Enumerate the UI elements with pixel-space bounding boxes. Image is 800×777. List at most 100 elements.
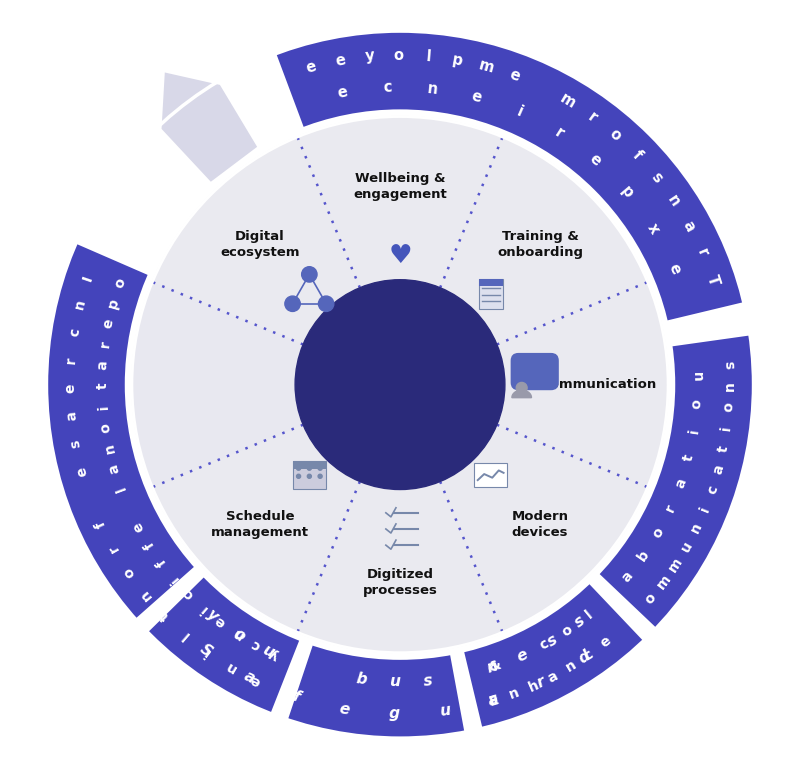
- Text: Modern
devices: Modern devices: [512, 510, 569, 539]
- Text: l: l: [582, 608, 595, 622]
- Text: i: i: [698, 504, 713, 514]
- Text: c: c: [581, 647, 596, 663]
- Polygon shape: [258, 50, 306, 138]
- Text: f: f: [290, 689, 301, 706]
- Text: y: y: [204, 607, 221, 625]
- Text: Schedule
management: Schedule management: [211, 510, 309, 539]
- Text: n: n: [426, 81, 438, 97]
- Text: x: x: [645, 221, 662, 237]
- Text: a: a: [673, 476, 689, 490]
- Text: b: b: [635, 547, 652, 563]
- Text: ♥: ♥: [388, 243, 412, 270]
- Text: i: i: [719, 425, 734, 431]
- Text: a: a: [618, 569, 636, 585]
- FancyBboxPatch shape: [293, 461, 326, 490]
- Text: Digitized
processes: Digitized processes: [362, 568, 438, 598]
- Text: o: o: [112, 276, 129, 290]
- Text: n: n: [72, 298, 88, 311]
- Circle shape: [302, 267, 317, 282]
- Text: i: i: [201, 645, 213, 659]
- Text: p: p: [618, 183, 636, 201]
- Circle shape: [42, 27, 758, 742]
- Text: l: l: [425, 49, 431, 64]
- Text: u: u: [260, 642, 276, 660]
- Polygon shape: [440, 425, 648, 632]
- Text: o: o: [650, 524, 666, 540]
- Polygon shape: [132, 563, 208, 635]
- Text: m: m: [557, 91, 578, 111]
- Text: n: n: [230, 625, 246, 643]
- Text: f: f: [630, 148, 645, 163]
- Text: e: e: [666, 262, 683, 277]
- Text: s: s: [571, 613, 587, 631]
- Text: m: m: [477, 57, 496, 76]
- Text: e: e: [586, 152, 604, 169]
- Circle shape: [307, 474, 311, 479]
- Text: Wellbeing &
engagement: Wellbeing & engagement: [353, 172, 447, 201]
- Text: e: e: [336, 85, 349, 101]
- Text: a: a: [106, 462, 122, 476]
- Text: c: c: [382, 80, 392, 95]
- Text: s: s: [544, 632, 560, 649]
- Polygon shape: [512, 390, 531, 398]
- Polygon shape: [586, 570, 659, 644]
- Circle shape: [297, 466, 301, 470]
- Text: a: a: [65, 410, 79, 421]
- Text: a: a: [241, 668, 257, 687]
- Polygon shape: [142, 571, 650, 738]
- Circle shape: [516, 382, 527, 393]
- Circle shape: [132, 117, 668, 653]
- Text: f: f: [154, 556, 169, 569]
- Text: f: f: [94, 518, 109, 529]
- Text: o: o: [690, 399, 704, 409]
- Text: c: c: [537, 637, 551, 653]
- Text: i: i: [198, 601, 210, 615]
- Text: i: i: [514, 104, 525, 120]
- Text: n: n: [665, 193, 683, 210]
- Text: I: I: [81, 274, 96, 283]
- Text: o: o: [642, 591, 659, 607]
- Text: e: e: [305, 58, 318, 76]
- Text: t: t: [681, 452, 696, 462]
- Text: s: s: [422, 673, 433, 688]
- Text: t: t: [158, 608, 172, 622]
- Text: l: l: [114, 484, 129, 493]
- Text: e: e: [598, 634, 614, 651]
- Polygon shape: [72, 225, 158, 277]
- Text: s: s: [648, 169, 665, 186]
- Text: e: e: [507, 67, 522, 85]
- Circle shape: [297, 474, 301, 479]
- Text: a: a: [680, 218, 698, 235]
- Polygon shape: [267, 31, 746, 328]
- Text: r: r: [534, 674, 547, 691]
- Text: o: o: [394, 47, 404, 63]
- Text: n: n: [690, 371, 705, 382]
- Text: e: e: [338, 701, 350, 718]
- Text: s: s: [68, 438, 83, 449]
- Text: n: n: [722, 381, 737, 391]
- Text: n: n: [485, 659, 499, 676]
- Text: e: e: [212, 613, 228, 630]
- Text: r: r: [662, 502, 678, 514]
- Polygon shape: [449, 646, 483, 736]
- Text: r: r: [694, 246, 710, 260]
- Text: n: n: [507, 685, 521, 702]
- Text: c: c: [629, 606, 644, 622]
- Text: c: c: [248, 636, 262, 653]
- Text: u: u: [390, 674, 400, 690]
- Text: u: u: [678, 539, 695, 555]
- Text: p: p: [451, 52, 464, 68]
- Polygon shape: [497, 282, 668, 487]
- Text: g: g: [389, 706, 400, 722]
- Text: y: y: [364, 49, 374, 64]
- Polygon shape: [457, 336, 754, 730]
- Text: S: S: [198, 642, 215, 660]
- Text: t: t: [95, 382, 110, 389]
- Text: e: e: [248, 672, 262, 689]
- Text: f: f: [142, 538, 157, 551]
- Text: T: T: [704, 274, 722, 287]
- Text: o: o: [722, 402, 736, 413]
- Text: o: o: [606, 127, 624, 145]
- Text: h: h: [526, 678, 541, 695]
- Text: r: r: [585, 109, 599, 125]
